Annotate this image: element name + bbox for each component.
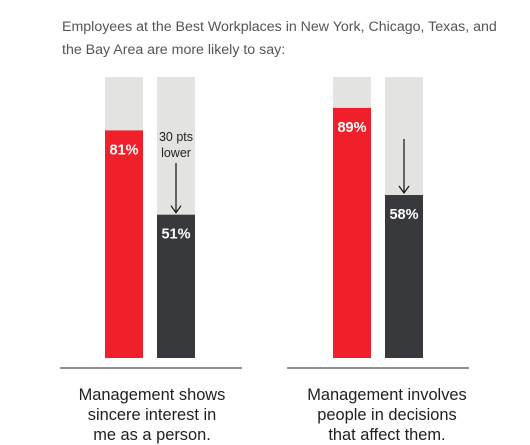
data-label-0-0: 81% xyxy=(109,142,138,158)
bar-0-0 xyxy=(105,130,143,358)
annotation-arrow-0-head xyxy=(170,205,182,214)
data-label-1-0: 89% xyxy=(337,120,366,136)
bar-0-1 xyxy=(157,214,195,358)
caption-sincere-interest: Management shows sincere interest in me … xyxy=(78,386,226,444)
annotation-arrow-1-head xyxy=(398,185,410,195)
bar-1-0 xyxy=(333,107,371,358)
data-label-0-1: 51% xyxy=(161,227,190,243)
bar-1-1 xyxy=(385,195,423,358)
annotation-text-0-1: lower xyxy=(161,146,191,160)
data-label-1-1: 58% xyxy=(389,207,418,223)
annotation-text-0-0: 30 pts xyxy=(159,130,193,144)
intro-text: Employees at the Best Workplaces in New … xyxy=(62,19,497,58)
caption-involves-decisions: Management involves people in decisions … xyxy=(307,386,467,444)
